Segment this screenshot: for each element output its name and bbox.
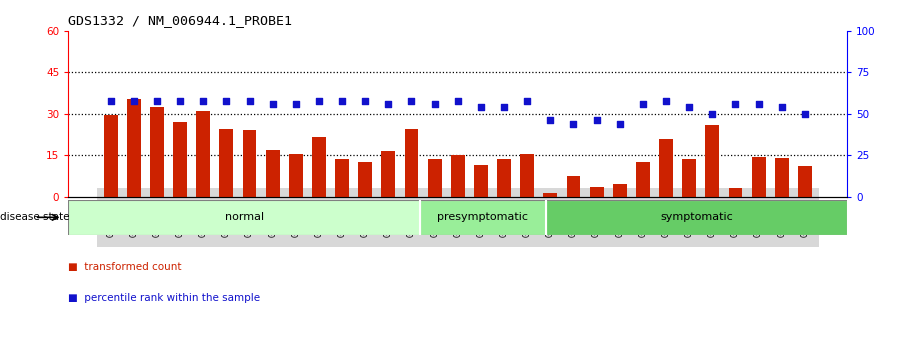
Point [520,98,535,104]
Point [265,101,280,107]
Point [427,101,442,107]
Text: symptomatic: symptomatic [660,213,732,222]
Point [381,101,395,107]
Text: ■  percentile rank within the sample: ■ percentile rank within the sample [68,293,261,303]
Bar [589,187,604,197]
Text: GDS1332 / NM_006944.1_PROBE1: GDS1332 / NM_006944.1_PROBE1 [68,14,292,27]
Text: presymptomatic: presymptomatic [437,213,528,222]
Text: ■  transformed count: ■ transformed count [68,262,182,272]
Bar [382,151,395,197]
Bar [335,159,349,197]
Bar [266,150,280,197]
Point [752,101,766,107]
Point [358,98,373,104]
Bar [196,111,210,197]
Bar [242,130,257,197]
Bar [150,107,164,197]
Bar [659,139,673,197]
Point [312,98,326,104]
Bar [220,129,233,197]
Point [127,98,141,104]
Bar [520,154,534,197]
Bar [774,158,789,197]
Point [798,111,813,117]
Bar [173,122,187,197]
Point [103,98,118,104]
Bar [358,162,373,197]
Point [705,111,720,117]
Bar [451,155,465,197]
Point [659,98,673,104]
Bar [68,200,420,235]
Point [612,121,627,127]
Point [450,98,465,104]
Bar [497,159,511,197]
Point [589,118,604,123]
Point [543,118,558,123]
Bar [127,99,141,197]
Point [196,98,210,104]
Bar [613,184,627,197]
Text: normal: normal [225,213,264,222]
Bar [427,159,442,197]
Point [636,101,650,107]
Bar [705,125,720,197]
Bar [729,188,742,197]
Bar [420,200,546,235]
Bar [104,115,118,197]
Point [149,98,164,104]
Bar [752,157,765,197]
Bar [567,176,580,197]
Bar [636,162,650,197]
Bar [474,165,488,197]
Point [289,101,303,107]
Point [334,98,349,104]
Point [496,105,511,110]
Point [173,98,188,104]
Point [774,105,789,110]
Bar [289,154,302,197]
Point [404,98,419,104]
Bar [682,159,696,197]
Point [219,98,233,104]
Point [682,105,697,110]
Bar [546,200,847,235]
Point [567,121,581,127]
Point [242,98,257,104]
Bar [798,166,812,197]
Point [728,101,742,107]
Bar [543,193,558,197]
Point [474,105,488,110]
Text: disease state: disease state [0,213,69,222]
Bar [312,137,326,197]
Bar [404,129,418,197]
